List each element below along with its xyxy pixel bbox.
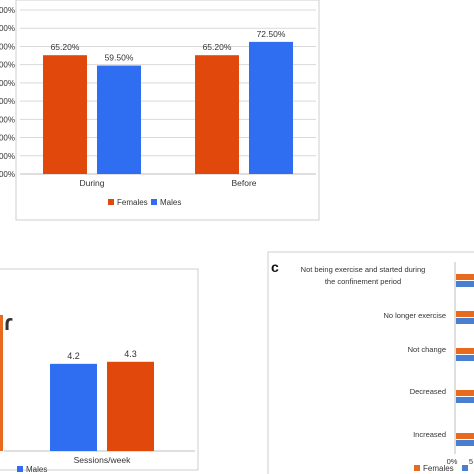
chart-a-y-tick-label: 00% <box>0 24 15 33</box>
chart-a-y-tick-label: 00% <box>0 6 15 15</box>
chart-a-data-labels: 65.20% 59.50% 65.20% 72.50% <box>51 29 286 63</box>
chart-b-bar-females <box>107 361 154 451</box>
chart-c-bars <box>456 274 474 446</box>
chart-a-category-labels: During Before <box>79 178 256 188</box>
chart-c-legend-swatch-females <box>414 465 420 471</box>
chart-c-legend: Females <box>414 464 468 473</box>
chart-a-y-tick-label: 00% <box>0 170 15 179</box>
chart-c-x-tick-labels: 0% 5 <box>447 457 474 466</box>
chart-a-category-label: Before <box>231 178 256 188</box>
chart-c-category-label: Increased <box>413 430 446 439</box>
chart-c-bar-males <box>456 318 474 324</box>
chart-c-legend-swatch-males <box>462 465 468 471</box>
chart-a-y-tick-label: 00% <box>0 115 15 124</box>
chart-a-y-tick-label: 00% <box>0 97 15 106</box>
chart-a-y-tick-label: 00% <box>0 61 15 70</box>
chart-b-partial-mark: ɾ <box>4 310 13 335</box>
chart-a-data-label: 72.50% <box>257 29 286 39</box>
chart-a-y-tick-label: 00% <box>0 42 15 51</box>
chart-b-legend-label: Males <box>26 465 47 474</box>
chart-c-category-label: Not being exercise and started during <box>301 265 426 274</box>
chart-c-bar-females <box>456 390 474 396</box>
chart-a-y-tick-label: 00% <box>0 134 15 143</box>
chart-c-x-tick-label: 5 <box>469 457 473 466</box>
chart-a-legend-swatch-females <box>108 199 114 205</box>
chart-b-sessions-per-week: ɾ 4.2 4.3 Sessions/week Males <box>0 268 199 474</box>
chart-c-bar-males <box>456 397 474 403</box>
chart-c-x-tick-label: 0% <box>447 457 458 466</box>
chart-a-legend-label: Females <box>117 198 148 207</box>
chart-a-y-tick-labels: 00% 00% 00% 00% 00% 00% 00% 00% 00% 00% <box>0 6 15 179</box>
chart-c-exercise-change: c Not being exercise and started during t… <box>267 251 474 474</box>
chart-c-panel-label: c <box>271 259 279 275</box>
chart-b-bars <box>50 361 154 451</box>
chart-b-data-label: 4.3 <box>124 349 137 359</box>
chart-c-bar-females <box>456 433 474 439</box>
chart-c-frame <box>267 251 474 474</box>
chart-c-bar-males <box>456 440 474 446</box>
chart-b-data-labels: 4.2 4.3 <box>67 349 137 361</box>
chart-c-category-label: the confinement period <box>325 277 401 286</box>
chart-a-bars <box>43 41 293 175</box>
chart-a-legend: Females Males <box>108 198 181 207</box>
chart-a-y-tick-label: 00% <box>0 79 15 88</box>
chart-b-data-label: 4.2 <box>67 351 80 361</box>
chart-a-legend-swatch-males <box>151 199 157 205</box>
chart-a-during-before: 00% 00% 00% 00% 00% 00% 00% 00% 00% 00% 65.20% 59.… <box>0 0 320 221</box>
chart-a-legend-label: Males <box>160 198 181 207</box>
chart-c-category-label: No longer exercise <box>383 311 446 320</box>
chart-a-bar-females-during <box>43 55 87 174</box>
chart-a-category-label: During <box>79 178 104 188</box>
chart-c-bar-males <box>456 355 474 361</box>
chart-c-bar-females <box>456 274 474 280</box>
chart-c-category-label: Not change <box>408 345 446 354</box>
chart-b-category-labels: Sessions/week <box>74 455 131 465</box>
chart-a-data-label: 65.20% <box>203 42 232 52</box>
chart-a-data-label: 59.50% <box>105 53 134 63</box>
chart-c-legend-label: Females <box>423 464 454 473</box>
chart-c-bar-males <box>456 281 474 287</box>
chart-c-category-label: Decreased <box>410 387 446 396</box>
chart-b-legend: Males <box>17 465 47 474</box>
chart-c-category-labels: Not being exercise and started during the… <box>301 265 446 439</box>
chart-b-partial-bar <box>0 315 3 451</box>
chart-c-bar-females <box>456 348 474 354</box>
chart-b-category-label: Sessions/week <box>74 455 131 465</box>
chart-a-bar-males-during <box>97 65 141 174</box>
chart-a-bar-females-before <box>195 55 239 174</box>
chart-b-legend-swatch-males <box>17 466 23 472</box>
chart-b-bar-males <box>50 363 97 451</box>
chart-a-data-label: 65.20% <box>51 42 80 52</box>
chart-b-frame <box>0 268 199 471</box>
chart-c-bar-females <box>456 311 474 317</box>
chart-a-bar-males-before <box>249 41 293 175</box>
chart-a-y-tick-label: 00% <box>0 152 15 161</box>
